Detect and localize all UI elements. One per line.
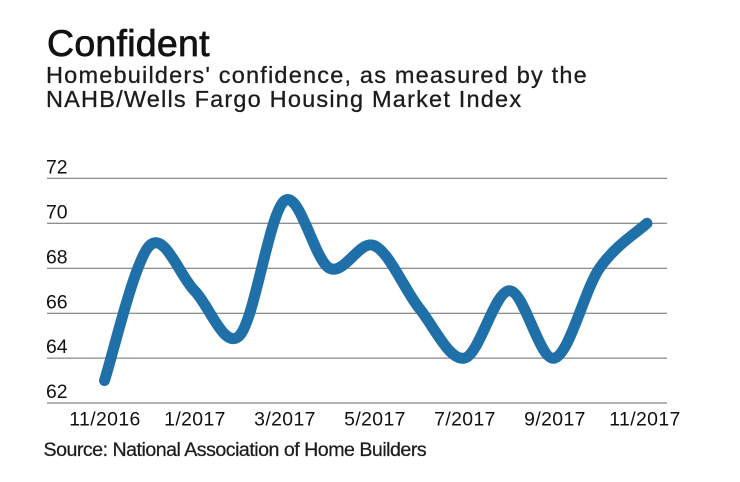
svg-text:62: 62: [46, 381, 68, 403]
svg-text:70: 70: [46, 201, 68, 223]
svg-text:66: 66: [46, 291, 68, 313]
svg-text:5/2017: 5/2017: [344, 409, 406, 431]
svg-text:3/2017: 3/2017: [254, 409, 316, 431]
svg-text:9/2017: 9/2017: [524, 409, 586, 431]
svg-text:68: 68: [46, 246, 68, 268]
svg-text:11/2016: 11/2016: [69, 409, 140, 431]
svg-text:7/2017: 7/2017: [434, 409, 496, 431]
svg-text:11/2017: 11/2017: [609, 409, 680, 431]
svg-text:64: 64: [46, 336, 68, 358]
svg-text:1/2017: 1/2017: [164, 409, 226, 431]
svg-text:72: 72: [46, 156, 68, 178]
